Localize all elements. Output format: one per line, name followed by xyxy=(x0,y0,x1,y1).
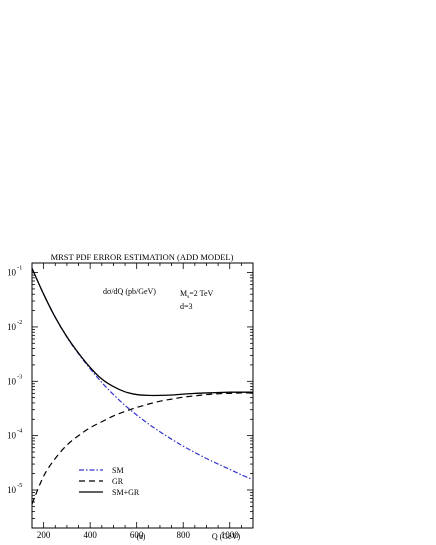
y-tick-label: 10-2 xyxy=(7,319,22,332)
y-tick-exponent: -5 xyxy=(17,482,22,489)
y-tick-label: 10-1 xyxy=(7,265,22,278)
series-layer xyxy=(31,268,254,505)
y-tick-base: 10 xyxy=(7,376,17,386)
y-tick-base: 10 xyxy=(7,322,17,332)
y-tick-exponent: -4 xyxy=(17,428,23,435)
x-axis-label: Q (GeV) xyxy=(212,532,241,541)
x-tick-label: 400 xyxy=(83,530,97,540)
y-tick-exponent: -1 xyxy=(17,265,22,272)
y-tick-label: 10-5 xyxy=(7,482,22,495)
mass-suffix: =2 TeV xyxy=(189,289,213,298)
mass-prefix: M xyxy=(180,289,187,298)
y-tick-exponent: -3 xyxy=(17,373,22,380)
plot-area: 10-110-210-310-410-5 200 400 600 800 1000 xyxy=(7,262,254,540)
legend-label: SM+GR xyxy=(112,488,140,497)
y-tick-exponent: -2 xyxy=(17,319,22,326)
plot-frame xyxy=(31,262,254,529)
x-tick-label: 600 xyxy=(130,530,144,540)
y-tick-base: 10 xyxy=(7,268,17,278)
dimension-annotation: d=3 xyxy=(180,302,193,311)
quantity-annotation: dσ/dQ (pb/GeV) xyxy=(103,287,156,296)
x-tick-label: 1000 xyxy=(221,530,240,540)
mass-subscript: s xyxy=(187,294,189,300)
y-axis-ticks: 10-110-210-310-410-5 xyxy=(7,265,253,529)
y-tick-label: 10-3 xyxy=(7,373,22,386)
legend-label: GR xyxy=(112,477,124,486)
x-tick-label: 800 xyxy=(176,530,190,540)
chart-title: MRST PDF ERROR ESTIMATION (ADD MODEL) xyxy=(51,252,234,262)
series-line-gr xyxy=(31,392,254,505)
y-tick-label: 10-4 xyxy=(7,428,23,441)
panel-label: (a) xyxy=(137,532,146,541)
x-axis-ticks: 200 400 600 800 1000 xyxy=(31,263,254,540)
y-tick-base: 10 xyxy=(7,485,17,495)
mass-annotation: Ms=2 TeV xyxy=(180,289,214,300)
legend: SM GR SM+GR xyxy=(79,466,140,497)
series-line-sm-gr xyxy=(31,268,253,397)
y-tick-base: 10 xyxy=(7,431,17,441)
series-line-sm xyxy=(31,268,254,481)
legend-label: SM xyxy=(112,466,124,475)
x-tick-label: 200 xyxy=(37,530,51,540)
